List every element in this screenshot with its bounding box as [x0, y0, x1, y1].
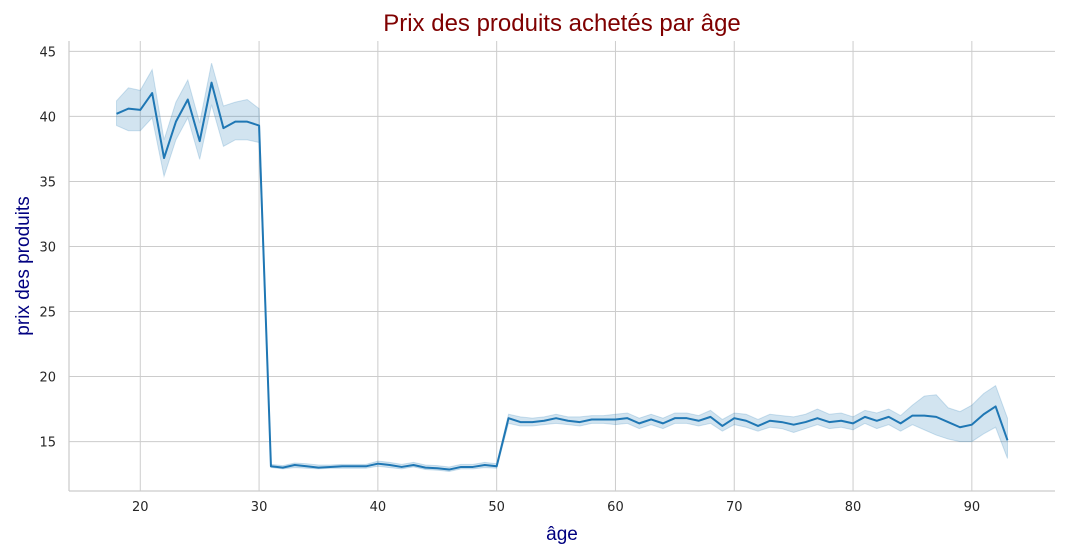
confidence-band: [116, 62, 1008, 472]
x-tick-label: 70: [726, 500, 743, 515]
chart-title: Prix des produits achetés par âge: [383, 10, 741, 37]
y-tick-label: 35: [39, 175, 56, 190]
y-tick-label: 20: [39, 371, 56, 386]
line-layer: [116, 81, 1009, 471]
y-axis-label: prix des produits: [13, 196, 34, 335]
y-tick-label: 40: [39, 110, 56, 125]
y-tick-label: 25: [39, 306, 56, 321]
x-tick-label: 40: [370, 500, 387, 515]
x-tick-label: 30: [251, 500, 268, 515]
confidence-band-area: [116, 62, 1008, 472]
y-tick-label: 45: [39, 45, 56, 60]
y-tick-label: 15: [39, 436, 56, 451]
x-tick-label: 20: [132, 500, 149, 515]
y-tick-labels: 15 20 25 30 35 40 45: [39, 45, 56, 450]
x-axis-label: âge: [546, 524, 578, 545]
x-tick-label: 90: [964, 500, 981, 515]
y-tick-label: 30: [39, 240, 56, 255]
series-line: [116, 81, 1009, 471]
grid: [69, 41, 1055, 491]
x-tick-labels: 20 30 40 50 60 70 80 90: [132, 500, 980, 515]
x-tick-label: 80: [845, 500, 862, 515]
x-tick-label: 50: [488, 500, 505, 515]
x-tick-label: 60: [607, 500, 624, 515]
